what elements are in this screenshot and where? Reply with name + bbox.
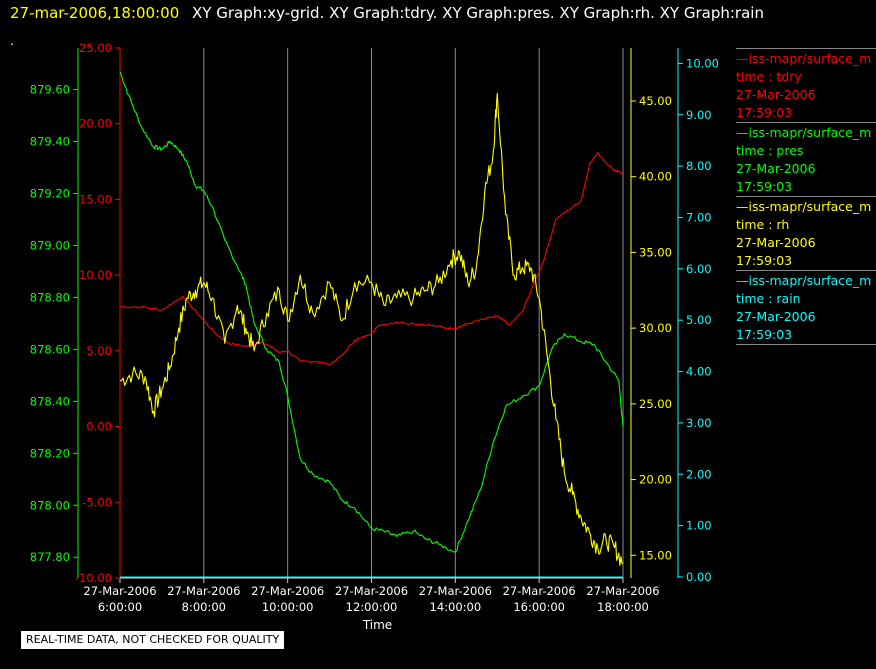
rh-tick-label: 25.00 <box>639 397 672 411</box>
rain-tick-label: 4.00 <box>686 365 712 379</box>
legend-time: 17:59:03 <box>736 105 793 120</box>
legend-source: —iss-mapr/surface_m <box>736 199 872 214</box>
legend-date: 27-Mar-2006 <box>736 309 816 324</box>
pres-tick-label: 878.60 <box>30 342 70 356</box>
x-tick-date: 27-Mar-2006 <box>83 584 156 598</box>
legend-time: 17:59:03 <box>736 179 793 194</box>
quality-notice: REAL-TIME DATA, NOT CHECKED FOR QUALITY <box>20 630 286 650</box>
legend: —iss-mapr/surface_m time : tdry 27-Mar-200… <box>736 48 876 346</box>
rain-tick-label: 7.00 <box>686 210 712 224</box>
header-bar: 27-mar-2006,18:00:00 XY Graph:xy-grid. X… <box>10 3 764 23</box>
rain-tick-label: 2.00 <box>686 467 712 481</box>
tdry-tick-label: 10.00 <box>79 268 112 282</box>
rh-tick-label: 35.00 <box>639 245 672 259</box>
rain-tick-label: 6.00 <box>686 262 712 276</box>
tdry-tick-label: 25.00 <box>79 41 112 55</box>
x-tick-date: 27-Mar-2006 <box>503 584 576 598</box>
rh-tick-label: 45.00 <box>639 94 672 108</box>
rh-tick-label: 15.00 <box>639 548 672 562</box>
legend-date: 27-Mar-2006 <box>736 235 816 250</box>
rh-tick-label: 40.00 <box>639 170 672 184</box>
x-tick-time: 14:00:00 <box>430 600 482 614</box>
pres-tick-label: 879.60 <box>30 83 70 97</box>
legend-source: —iss-mapr/surface_m <box>736 273 872 288</box>
pres-series-line <box>119 71 624 553</box>
x-tick-time: 18:00:00 <box>597 600 649 614</box>
tdry-series-line <box>119 151 624 366</box>
rh-tick-label: 20.00 <box>639 473 672 487</box>
rain-tick-label: 5.00 <box>686 313 712 327</box>
rain-tick-label: 10.00 <box>686 56 719 70</box>
x-tick-time: 16:00:00 <box>513 600 565 614</box>
pres-tick-label: 879.40 <box>30 135 70 149</box>
rain-tick-label: 9.00 <box>686 108 712 122</box>
rain-tick-label: 8.00 <box>686 159 712 173</box>
rh-tick-label: 30.00 <box>639 321 672 335</box>
tdry-tick-label: -10.00 <box>75 571 112 585</box>
legend-date: 27-Mar-2006 <box>736 87 816 102</box>
legend-variable: time : rain <box>736 291 801 306</box>
corner-mark: . <box>10 34 14 48</box>
tdry-tick-label: 15.00 <box>79 192 112 206</box>
x-tick-time: 6:00:00 <box>98 600 142 614</box>
tdry-tick-label: -5.00 <box>82 495 112 509</box>
tdry-tick-label: 20.00 <box>79 117 112 131</box>
pres-tick-label: 877.80 <box>30 550 70 564</box>
legend-time: 17:59:03 <box>736 253 793 268</box>
x-tick-date: 27-Mar-2006 <box>419 584 492 598</box>
x-tick-date: 27-Mar-2006 <box>251 584 324 598</box>
pres-tick-label: 878.00 <box>30 498 70 512</box>
x-tick-date: 27-Mar-2006 <box>586 584 659 598</box>
legend-variable: time : rh <box>736 217 790 232</box>
legend-variable: time : pres <box>736 143 804 158</box>
pres-tick-label: 878.80 <box>30 290 70 304</box>
pres-tick-label: 878.40 <box>30 394 70 408</box>
graph-title: XY Graph:xy-grid. XY Graph:tdry. XY Grap… <box>192 4 764 22</box>
tdry-tick-label: 0.00 <box>86 420 112 434</box>
pres-tick-label: 879.00 <box>30 238 70 252</box>
legend-source: —iss-mapr/surface_m <box>736 51 872 66</box>
legend-date: 27-Mar-2006 <box>736 161 816 176</box>
x-tick-date: 27-Mar-2006 <box>335 584 408 598</box>
pres-tick-label: 879.20 <box>30 186 70 200</box>
rain-tick-label: 1.00 <box>686 519 712 533</box>
legend-variable: time : tdry <box>736 69 802 84</box>
x-axis-label: Time <box>362 618 392 632</box>
x-tick-time: 12:00:00 <box>346 600 398 614</box>
rain-tick-label: 3.00 <box>686 416 712 430</box>
x-tick-time: 8:00:00 <box>182 600 226 614</box>
legend-time: 17:59:03 <box>736 327 793 342</box>
rh-series-line <box>119 92 624 566</box>
x-tick-time: 10:00:00 <box>262 600 314 614</box>
legend-divider <box>736 344 876 346</box>
rain-tick-label: 0.00 <box>686 570 712 584</box>
timestamp: 27-mar-2006,18:00:00 <box>10 4 180 22</box>
legend-source: —iss-mapr/surface_m <box>736 125 872 140</box>
tdry-tick-label: 5.00 <box>86 344 112 358</box>
x-tick-date: 27-Mar-2006 <box>167 584 240 598</box>
pres-tick-label: 878.20 <box>30 446 70 460</box>
